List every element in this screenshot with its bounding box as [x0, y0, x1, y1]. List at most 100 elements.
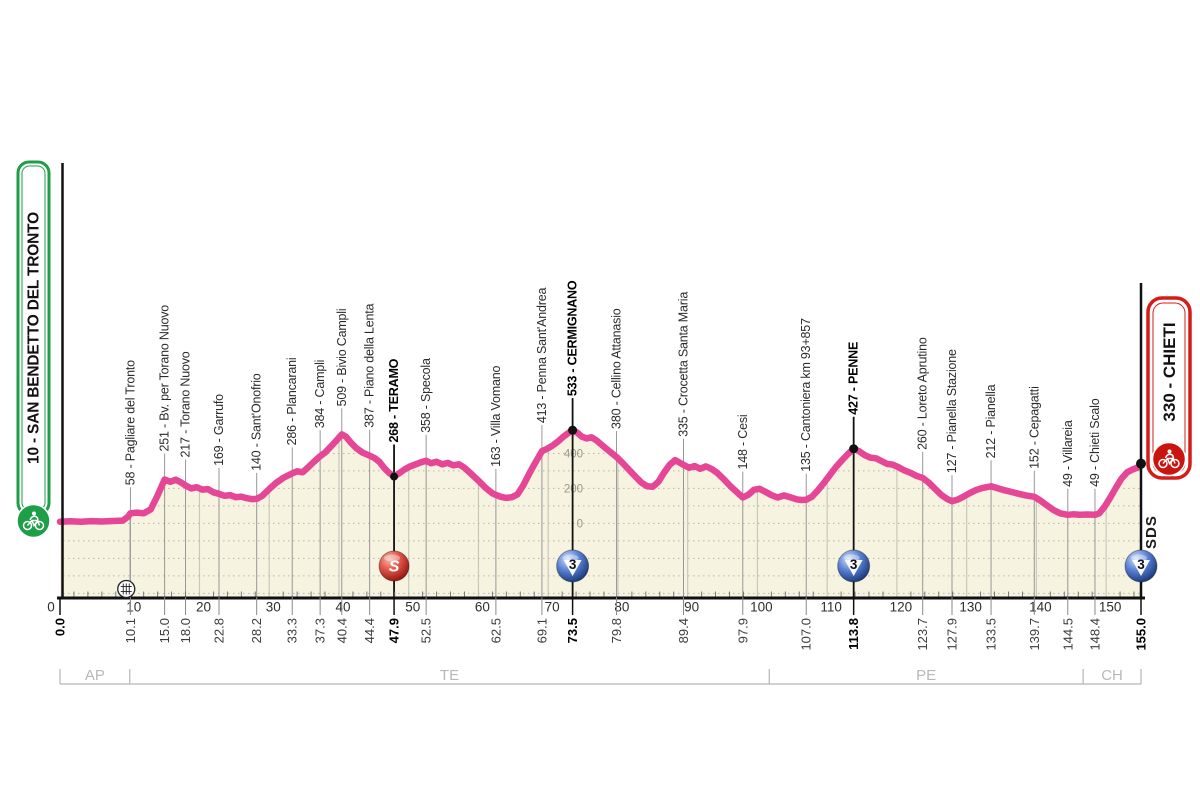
waypoint-name-label: 212 - Pianella — [984, 384, 998, 458]
waypoint-distance-label: 79.8 — [609, 618, 624, 643]
waypoint-name-label: 509 - Bivio Campli — [335, 309, 349, 407]
waypoint-name-label: 58 - Pagliare del Tronto — [123, 360, 137, 485]
gpm3-marker-ball: 3 — [556, 549, 590, 583]
waypoint-name-label: 387 - Piano della Lenta — [363, 303, 377, 427]
waypoint-distance-label: 73.5 — [565, 618, 580, 643]
marker-ball-highlight — [562, 554, 579, 562]
elevation-tick-label: 0 — [577, 518, 583, 530]
profile-point-dot — [390, 472, 399, 481]
waypoint-distance-label: 139.7 — [1027, 618, 1042, 651]
elevation-area — [60, 430, 1141, 598]
waypoint-distance-label: 28.2 — [249, 618, 264, 643]
rider-body — [1164, 453, 1175, 459]
waypoint-distance-label: 155.0 — [1134, 618, 1149, 651]
gpm3-marker-ball: 3 — [1124, 549, 1158, 583]
waypoint-distance-label: 144.5 — [1060, 618, 1075, 651]
waypoint-name-label: 140 - Sant'Onofrio — [250, 373, 264, 471]
bike-frame — [1162, 457, 1176, 466]
start-badge: 10 - SAN BENDETTO DEL TRONTO — [16, 160, 51, 539]
waypoint-name-label: 533 - CERMIGNANO — [566, 280, 580, 396]
km-axis-line — [57, 596, 1145, 600]
finish-badge: 330 - CHIETI — [1146, 296, 1192, 480]
waypoint-name-label: 169 - Garrufo — [212, 394, 226, 466]
waypoint-distance-label: 10.1 — [123, 618, 138, 643]
waypoint-distance-label: 107.0 — [799, 618, 814, 651]
waypoint-distance-label: 15.0 — [157, 618, 172, 643]
marker-ball-highlight — [1131, 554, 1147, 562]
rider-head — [1167, 449, 1172, 454]
waypoint-distance-label: 47.9 — [387, 618, 402, 643]
waypoint-name-label: 413 - Penna Sant'Andrea — [535, 288, 549, 424]
km-axis-label: 50 — [405, 600, 420, 615]
waypoint-distance-label: 22.8 — [212, 618, 227, 643]
km-axis-label: 10 — [126, 600, 141, 615]
waypoint-name-label: 251 - Bv. per Torano Nuovo — [158, 305, 172, 452]
km-axis-label: 40 — [335, 600, 350, 615]
province-label: CH — [1101, 667, 1123, 684]
waypoint-name-label: 384 - Campli — [313, 360, 327, 428]
km-axis-label: 0 — [47, 600, 55, 615]
waypoint-name-label: 260 - Loreto Aprutino — [916, 337, 930, 450]
rider-head — [32, 511, 36, 516]
waypoint-distance-label: 69.1 — [534, 618, 549, 643]
waypoint-distance-label: 33.3 — [285, 618, 300, 643]
waypoint-name-label: 380 - Cellino Attanasio — [610, 308, 624, 429]
waypoint-name-label: 335 - Crocetta Santa Maria — [676, 292, 690, 437]
gpm-triangle — [844, 560, 863, 576]
gpm-triangle — [1132, 560, 1150, 576]
km-axis-label: 130 — [959, 600, 982, 615]
marker-ball-circle — [378, 550, 410, 582]
province-label: TE — [440, 667, 459, 684]
km-axis-label: 90 — [684, 600, 699, 615]
finish-sds-label: SDS — [1143, 515, 1160, 549]
waypoint-name-label: 358 - Specola — [419, 358, 433, 433]
finish-badge-label: 330 - CHIETI — [1160, 322, 1179, 421]
waypoint-name-label: 127 - Pianella Stazione — [945, 349, 959, 473]
gpm-marker-glyph: 3 — [569, 557, 577, 572]
waypoint-name-label: 152 - Cepagatti — [1027, 386, 1041, 468]
km-axis-label: 30 — [266, 600, 281, 615]
marker-ball-highlight — [384, 554, 401, 562]
railway-crossing-icon — [117, 579, 136, 599]
km-axis-label: 120 — [890, 600, 913, 615]
finish-badge-pill — [1146, 296, 1192, 480]
bike-wheel — [22, 520, 33, 531]
start-badge-label: 10 - SAN BENDETTO DEL TRONTO — [26, 212, 43, 464]
km-axis-label: 140 — [1029, 600, 1052, 615]
cyclist-icon — [1158, 449, 1180, 469]
rider-body — [29, 515, 39, 521]
km-axis-label: 20 — [196, 600, 211, 615]
waypoint-name-label: 268 - TERAMO — [387, 358, 401, 442]
waypoint-distance-label: 44.4 — [362, 618, 377, 643]
gpm-triangle — [563, 560, 582, 576]
gpm-marker-glyph: 3 — [1137, 557, 1145, 572]
waypoint-distance-label: 0.0 — [53, 618, 68, 636]
waypoint-distance-label: 37.3 — [313, 618, 328, 643]
waypoint-name-label: 163 - Villa Vomano — [489, 366, 503, 467]
province-label: PE — [916, 667, 936, 684]
waypoint-distance-label: 97.9 — [735, 618, 750, 643]
elevation-profile-line — [56, 426, 1145, 525]
km-axis-label: 150 — [1099, 600, 1122, 615]
waypoint-distance-label: 127.9 — [944, 618, 959, 651]
waypoint-distance-label: 18.0 — [178, 618, 193, 643]
bike-frame — [26, 519, 41, 528]
profile-point-dot — [568, 425, 578, 435]
waypoint-name-label: 148 - Cesi — [736, 415, 750, 470]
km-axis-label: 70 — [545, 600, 560, 615]
waypoint-name-label: 217 - Torano Nuovo — [179, 351, 193, 457]
waypoint-distance-label: 113.8 — [846, 618, 861, 650]
waypoint-distance-label: 40.4 — [334, 618, 349, 643]
waypoint-name-label: 135 - Cantoniera km 93+857 — [799, 318, 813, 472]
profile-point-dot — [1136, 458, 1146, 469]
cyclist-icon — [22, 511, 45, 531]
km-axis-label: 80 — [614, 600, 629, 615]
waypoint-distance-label: 133.5 — [984, 618, 999, 651]
bike-wheel — [1170, 458, 1180, 469]
bike-wheel — [34, 520, 45, 531]
sprint-marker-ball: S — [378, 550, 410, 582]
waypoint-name-label: 427 - PENNE — [847, 342, 861, 415]
gpm-marker-glyph: 3 — [850, 557, 858, 572]
